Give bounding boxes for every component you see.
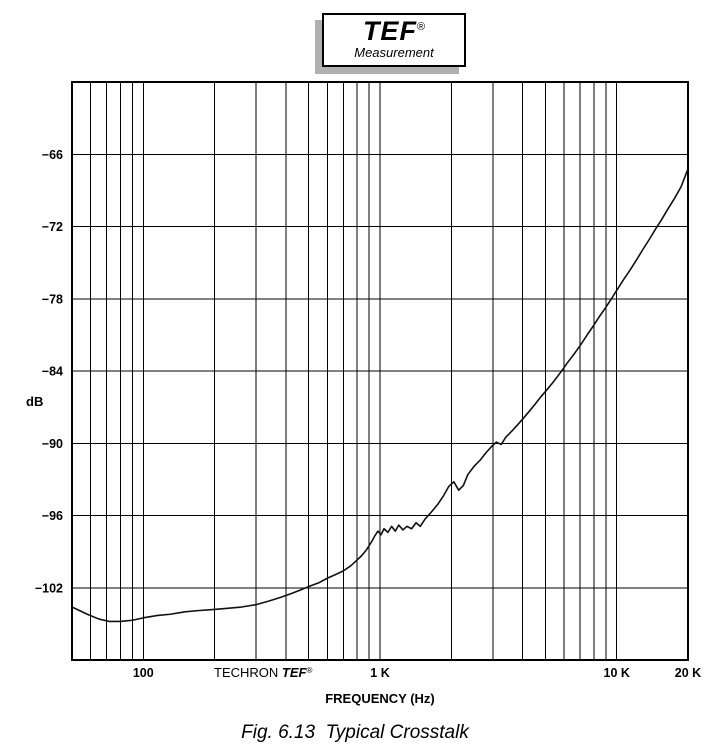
logo-subtitle: Measurement	[354, 45, 434, 60]
y-tick-label: −90	[42, 437, 63, 451]
y-tick-label: −66	[42, 148, 63, 162]
x-tick-label: 1 K	[370, 666, 389, 680]
y-axis-label: dB	[26, 394, 43, 409]
logo-name: TEF	[362, 16, 417, 46]
x-tick-label: 10 K	[604, 666, 630, 680]
tef-logo: TEF® Measurement	[322, 13, 466, 67]
techron-credit-brand: TEF	[282, 665, 308, 680]
y-tick-label: −84	[42, 365, 63, 379]
techron-credit-reg: ®	[306, 666, 312, 675]
y-tick-label: −102	[35, 581, 63, 595]
x-tick-label: 20 K	[675, 666, 701, 680]
y-tick-label: −96	[42, 509, 63, 523]
crosstalk-curve-layer	[71, 168, 689, 623]
techron-credit-prefix: TECHRON	[214, 665, 282, 680]
figure-caption: Fig. 6.13 Typical Crosstalk	[241, 722, 469, 743]
crosstalk-curve	[71, 168, 689, 623]
y-tick-label: −78	[42, 292, 63, 306]
y-tick-label: −72	[42, 220, 63, 234]
techron-credit: TECHRON TEF®	[214, 665, 312, 680]
plot-border	[71, 81, 689, 661]
grid-lines	[72, 82, 688, 660]
x-axis-label: FREQUENCY (Hz)	[325, 691, 435, 706]
logo-title: TEF®	[328, 18, 460, 45]
axis-tick-labels: −66 −72 −78 −84 −90 −96 −102 100 1 K 10 K 20 K	[35, 148, 701, 680]
logo-registered-mark: ®	[416, 21, 426, 33]
x-tick-label: 100	[133, 666, 154, 680]
